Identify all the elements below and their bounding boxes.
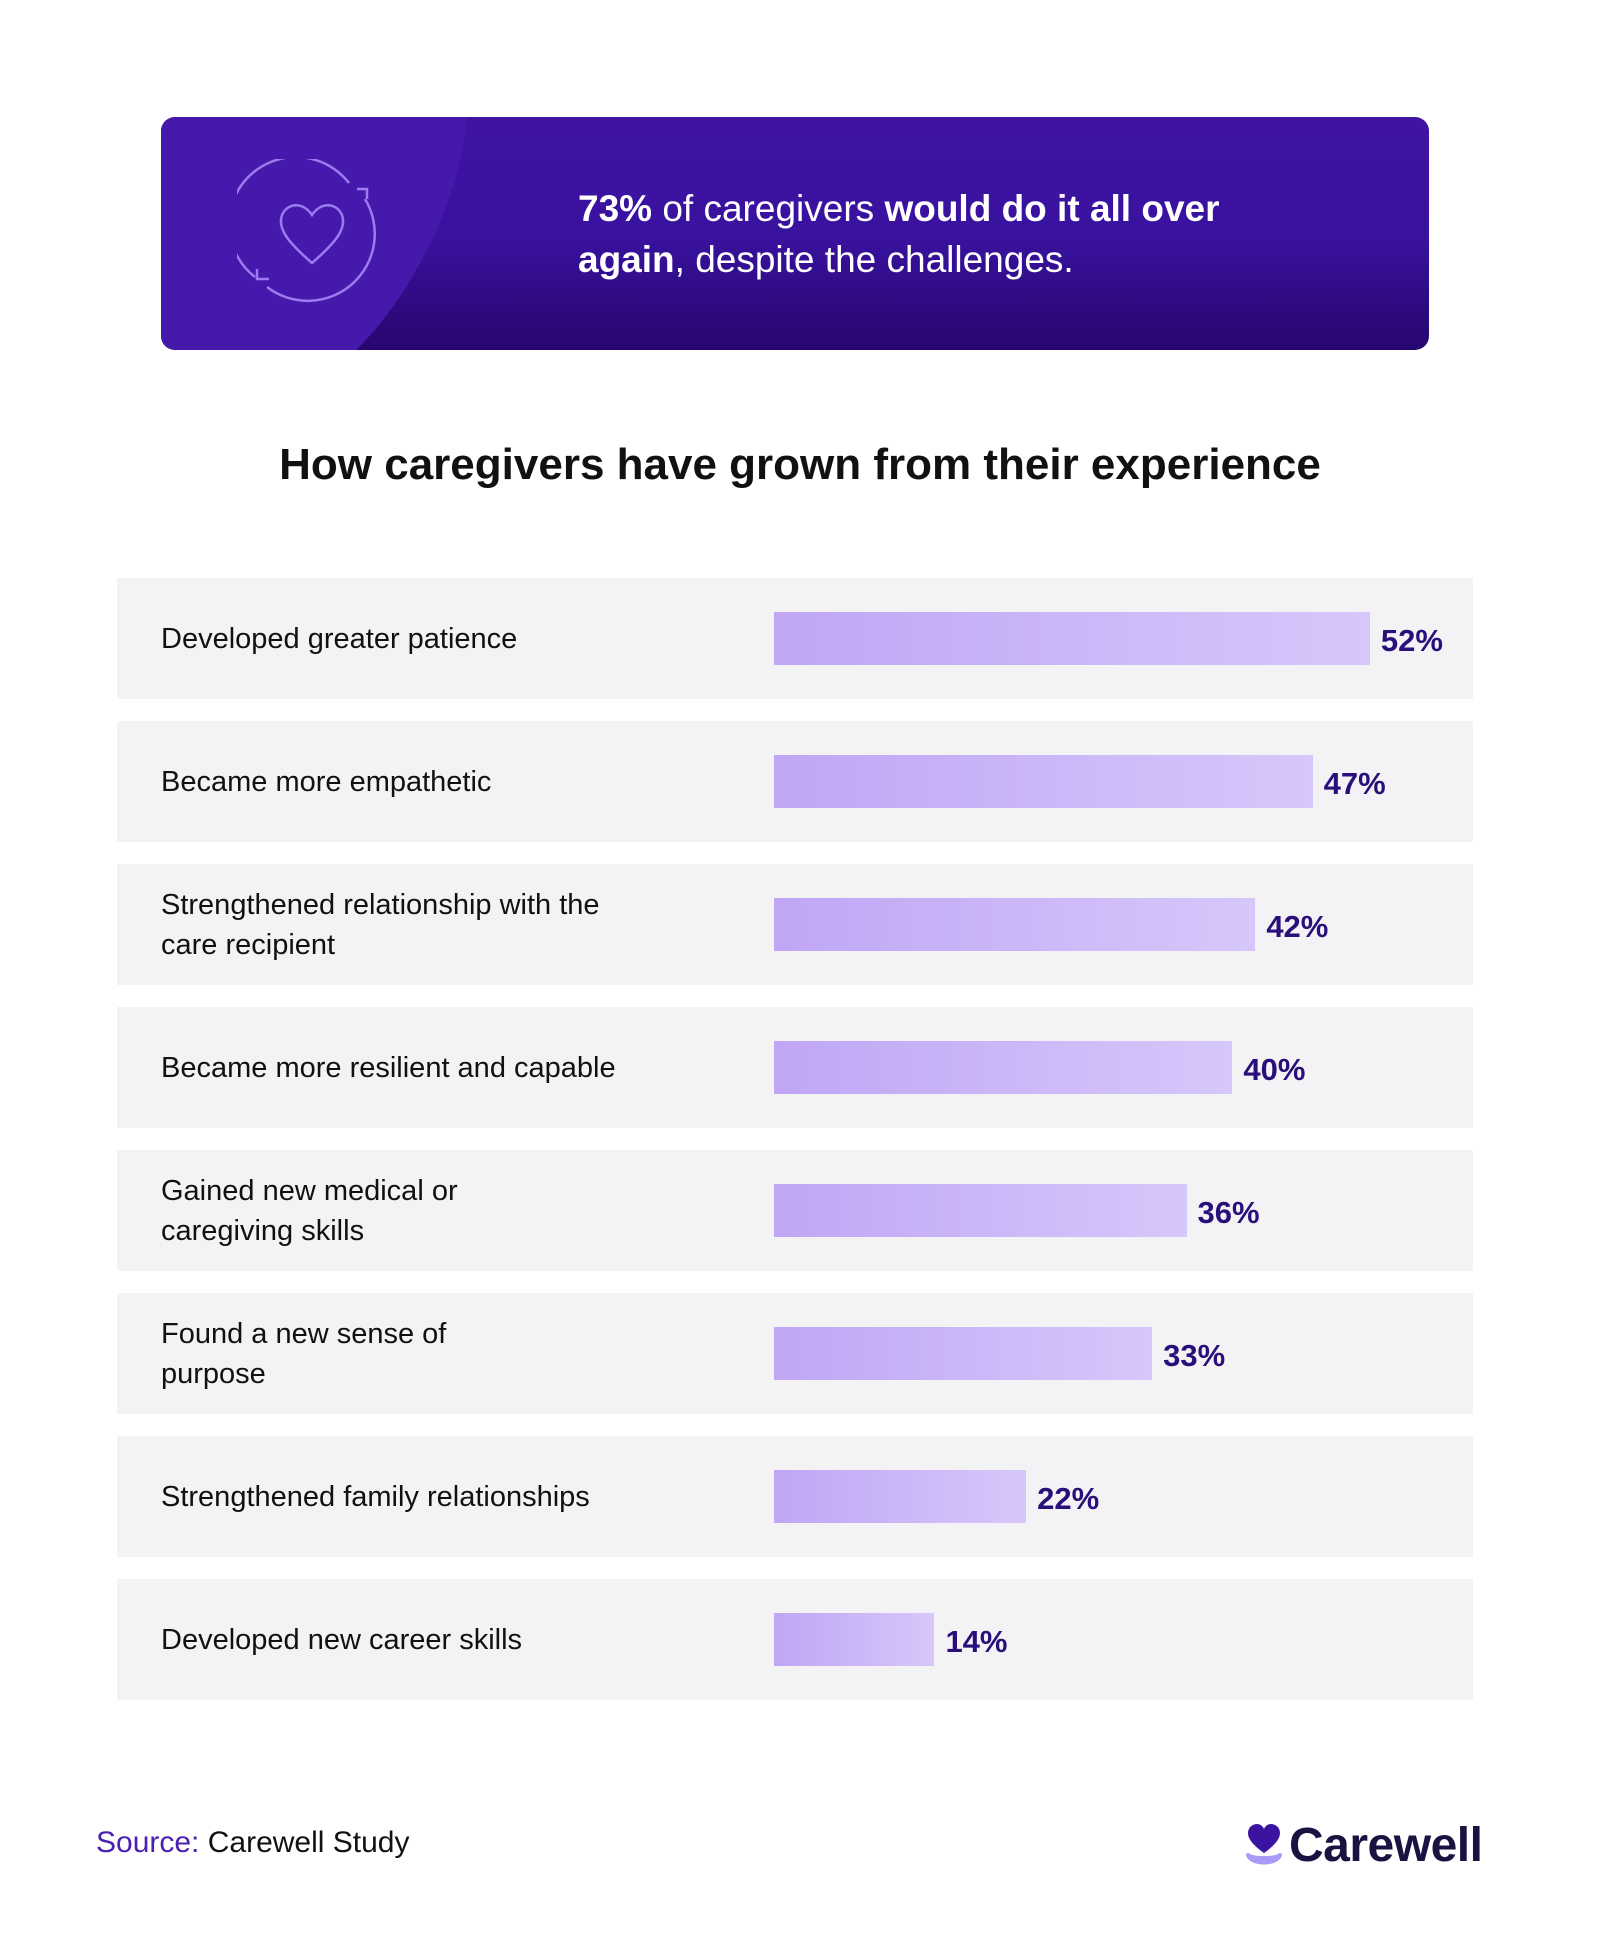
- value-label: 33%: [1163, 1338, 1226, 1373]
- bar: [774, 1470, 1027, 1523]
- source-note: Source: Carewell Study: [96, 1826, 410, 1859]
- bar: [774, 898, 1256, 951]
- bar: [774, 1184, 1187, 1237]
- category-label: Developed new career skills: [161, 1623, 523, 1656]
- value-label: 47%: [1323, 766, 1386, 801]
- chart-row: Developed new career skills 14%: [117, 1579, 1473, 1700]
- banner-text: 73% of caregivers would do it all over ag…: [578, 188, 1220, 280]
- chart-row: Strengthened relationship with the care …: [117, 864, 1473, 985]
- chart-row: Found a new sense of purpose 33%: [117, 1293, 1473, 1414]
- category-label: Gained new medical or caregiving skills: [161, 1174, 458, 1247]
- category-label: Became more resilient and capable: [161, 1051, 616, 1084]
- value-label: 52%: [1380, 623, 1443, 658]
- heart-logo-icon: [1246, 1823, 1282, 1864]
- chart-row: Gained new medical or caregiving skills 3…: [117, 1150, 1473, 1271]
- banner-stat: 73%: [578, 188, 653, 229]
- value-label: 36%: [1197, 1195, 1260, 1230]
- bar: [774, 1041, 1233, 1094]
- category-label: Found a new sense of purpose: [161, 1317, 447, 1390]
- chart-row: Became more empathetic 47%: [117, 721, 1473, 842]
- value-label: 22%: [1037, 1481, 1100, 1516]
- value-label: 42%: [1266, 909, 1329, 944]
- bar: [774, 1327, 1153, 1380]
- bar: [774, 1613, 935, 1666]
- logo-text: Carewell: [1289, 1819, 1483, 1872]
- chart-row: Strengthened family relationships 22%: [117, 1436, 1473, 1557]
- banner-accent-shape: [161, 117, 466, 350]
- bar: [774, 755, 1313, 808]
- heart-cycle-icon: [237, 159, 376, 303]
- stat-banner: 73% of caregivers would do it all over ag…: [161, 117, 1429, 350]
- value-label: 40%: [1243, 1052, 1306, 1087]
- bar: [774, 612, 1370, 665]
- category-label: Strengthened relationship with the care …: [161, 888, 600, 961]
- category-label: Developed greater patience: [161, 622, 518, 655]
- value-label: 14%: [945, 1624, 1008, 1659]
- category-label: Became more empathetic: [161, 765, 492, 798]
- chart-row: Became more resilient and capable 40%: [117, 1007, 1473, 1128]
- category-label: Strengthened family relationships: [161, 1480, 590, 1513]
- chart-row: Developed greater patience 52%: [117, 578, 1473, 699]
- carewell-logo: Carewell: [1245, 1818, 1483, 1873]
- chart-title: How caregivers have grown from their exp…: [279, 440, 1321, 489]
